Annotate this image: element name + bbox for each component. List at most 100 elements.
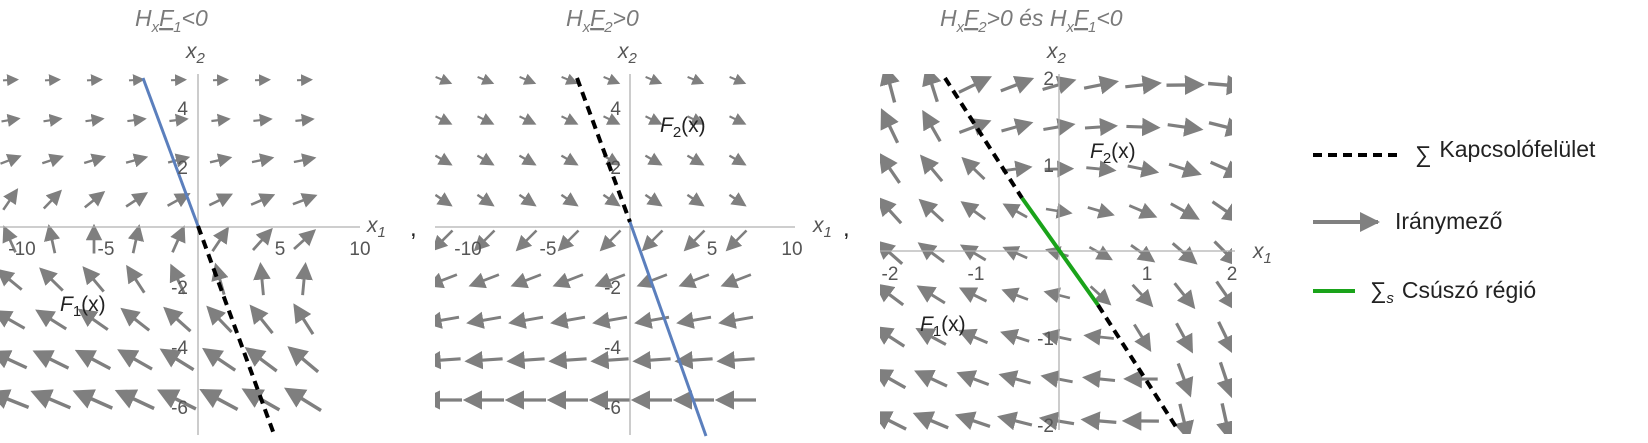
field-arrow bbox=[466, 311, 502, 329]
field-arrow bbox=[211, 113, 231, 127]
field-arrow bbox=[127, 113, 147, 127]
field-arrow bbox=[244, 347, 278, 373]
panel-1-x-tick: 5 bbox=[275, 239, 286, 260]
field-arrow bbox=[74, 349, 112, 371]
field-arrow bbox=[1087, 202, 1115, 219]
field-arrow bbox=[156, 389, 197, 411]
field-arrow bbox=[1081, 369, 1116, 389]
panel-1-direction-field bbox=[0, 74, 322, 412]
panel-3-direction-field bbox=[880, 74, 1232, 434]
field-arrow bbox=[728, 152, 747, 166]
field-arrow bbox=[729, 74, 747, 85]
field-arrow bbox=[125, 153, 149, 168]
field-arrow bbox=[1207, 74, 1232, 96]
panel-2-y-tick: -4 bbox=[604, 338, 621, 359]
panel-2-title: HxF2>0 bbox=[566, 5, 639, 36]
field-arrow bbox=[287, 346, 320, 374]
field-arrow bbox=[676, 311, 712, 329]
field-arrow bbox=[997, 411, 1033, 431]
field-arrow bbox=[1041, 328, 1072, 346]
field-arrow bbox=[30, 389, 72, 410]
panel-3-switching-line-lower bbox=[1096, 303, 1180, 432]
panel-2-x-tick: 5 bbox=[707, 239, 718, 260]
panel-1-x-tick: 10 bbox=[349, 239, 370, 260]
field-arrow bbox=[645, 113, 663, 125]
panel-2-switching-line bbox=[575, 77, 632, 223]
panel-1-title: HxF1<0 bbox=[135, 5, 208, 36]
field-arrow bbox=[86, 74, 103, 87]
field-arrow bbox=[1045, 202, 1073, 219]
field-arrow bbox=[515, 229, 538, 252]
field-arrow bbox=[1171, 242, 1198, 265]
field-arrow bbox=[1044, 160, 1075, 178]
panel-1-x-axis-label: x1 bbox=[366, 214, 386, 241]
field-arrow bbox=[83, 153, 107, 168]
field-arrow bbox=[199, 388, 239, 411]
field-arrow bbox=[561, 74, 579, 85]
panel-1-y-axis-label: x2 bbox=[185, 40, 206, 67]
field-arrow bbox=[645, 74, 663, 85]
field-arrow bbox=[1002, 203, 1028, 219]
field-arrow bbox=[1215, 280, 1232, 312]
panel-1-switching-line bbox=[196, 225, 277, 438]
field-arrow bbox=[1211, 200, 1232, 223]
field-arrow bbox=[1170, 202, 1200, 220]
field-arrow bbox=[39, 267, 64, 292]
field-arrow bbox=[519, 74, 537, 85]
field-arrow bbox=[602, 152, 621, 166]
field-arrow bbox=[435, 113, 453, 125]
field-arrow bbox=[725, 229, 748, 252]
field-arrow bbox=[1043, 287, 1071, 304]
panel-3-region-label-f2: F2(x) bbox=[1090, 140, 1136, 167]
field-arrow bbox=[560, 192, 579, 207]
field-arrow bbox=[295, 113, 315, 127]
panel-3-y-tick: 1 bbox=[1043, 156, 1054, 177]
field-arrow bbox=[687, 74, 705, 85]
panel-3-x-axis-label: x1 bbox=[1252, 240, 1272, 267]
field-arrow bbox=[506, 351, 545, 370]
field-arrow bbox=[718, 311, 754, 329]
panel-2-direction-field bbox=[435, 74, 756, 410]
panel-2-y-tick: -6 bbox=[604, 398, 621, 419]
field-arrow bbox=[477, 74, 495, 85]
field-arrow bbox=[477, 113, 495, 125]
field-arrow bbox=[41, 153, 64, 168]
field-arrow bbox=[170, 74, 187, 87]
field-arrow bbox=[202, 347, 237, 372]
field-arrow bbox=[2, 74, 19, 87]
field-arrow bbox=[1128, 202, 1158, 219]
field-arrow bbox=[1175, 362, 1194, 398]
field-arrow bbox=[917, 242, 945, 264]
field-arrow bbox=[1000, 328, 1030, 346]
field-arrow bbox=[1125, 75, 1162, 95]
field-arrow bbox=[293, 153, 317, 168]
field-arrow bbox=[473, 229, 496, 252]
field-arrow bbox=[170, 225, 186, 253]
panel-3-y-tick: -1 bbox=[1037, 329, 1054, 350]
field-arrow bbox=[958, 118, 992, 136]
field-arrow bbox=[603, 113, 621, 125]
field-arrow bbox=[435, 192, 453, 207]
field-arrow bbox=[1038, 411, 1075, 431]
panel-1-y-tick: -2 bbox=[171, 278, 188, 299]
field-arrow bbox=[918, 198, 945, 223]
field-arrow bbox=[1043, 118, 1076, 136]
field-arrow bbox=[2, 225, 18, 253]
field-arrow bbox=[1040, 370, 1073, 388]
panel-3-sliding-region bbox=[1020, 196, 1100, 307]
field-arrow bbox=[958, 287, 988, 303]
field-arrow bbox=[678, 272, 710, 289]
field-arrow bbox=[435, 272, 458, 289]
legend-label-sliding-region: ∑s Csúszó régió bbox=[1370, 277, 1536, 307]
field-arrow bbox=[552, 272, 584, 289]
field-arrow bbox=[998, 370, 1032, 388]
panel-3: HxF2>0 és HxF1<0 x2 x1 -2 -1 1 2 2 1 -1 … bbox=[880, 5, 1272, 437]
field-arrow bbox=[590, 351, 629, 370]
panel-1-y-tick: -6 bbox=[171, 398, 188, 419]
panel-2-y-tick: 2 bbox=[610, 158, 621, 179]
field-arrow bbox=[293, 303, 315, 335]
field-arrow bbox=[1168, 160, 1202, 178]
field-arrow bbox=[1084, 117, 1119, 137]
field-arrow bbox=[1208, 117, 1232, 137]
field-arrow bbox=[716, 351, 755, 370]
